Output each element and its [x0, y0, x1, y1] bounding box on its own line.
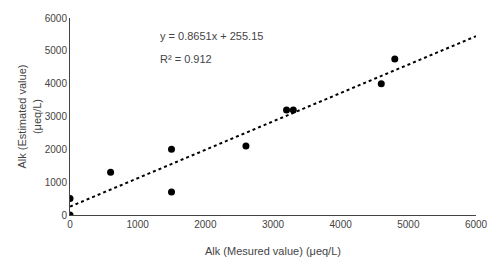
svg-text:6000: 6000	[465, 219, 488, 230]
svg-text:0: 0	[67, 219, 73, 230]
svg-text:Alk (Estimated value)(μeq/L): Alk (Estimated value)(μeq/L)	[16, 65, 42, 169]
svg-text:0: 0	[61, 210, 67, 221]
svg-text:Alk (Mesured value) (μeq/L): Alk (Mesured value) (μeq/L)	[205, 245, 341, 257]
svg-text:2000: 2000	[194, 219, 217, 230]
svg-text:1000: 1000	[127, 219, 150, 230]
svg-text:5000: 5000	[397, 219, 420, 230]
svg-text:2000: 2000	[45, 144, 68, 155]
svg-text:4000: 4000	[330, 219, 353, 230]
svg-text:3000: 3000	[262, 219, 285, 230]
svg-text:4000: 4000	[45, 78, 68, 89]
svg-text:1000: 1000	[45, 177, 68, 188]
svg-text:R² = 0.912: R² = 0.912	[160, 53, 212, 65]
svg-text:5000: 5000	[45, 45, 68, 56]
svg-text:y = 0.8651x + 255.15: y = 0.8651x + 255.15	[160, 30, 263, 42]
svg-text:6000: 6000	[45, 13, 68, 24]
svg-text:3000: 3000	[45, 111, 68, 122]
